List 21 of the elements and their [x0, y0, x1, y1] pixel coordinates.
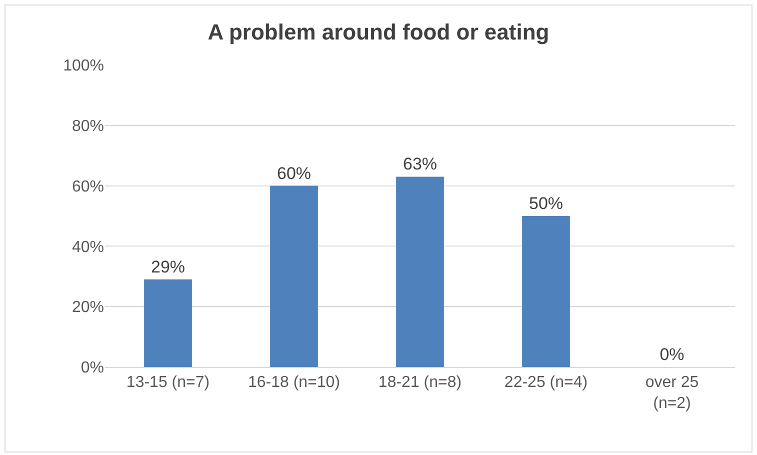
y-tick-label: 80% — [72, 118, 104, 135]
data-label: 50% — [528, 194, 564, 213]
x-tick-label: over 25 (n=2) — [645, 374, 699, 412]
x-tick-label: 16-18 (n=10) — [248, 374, 340, 392]
y-tick-label: 0% — [80, 360, 104, 377]
bar — [522, 216, 570, 367]
x-tick-label: 22-25 (n=4) — [504, 374, 588, 392]
data-label: 0% — [660, 345, 684, 364]
chart-title: A problem around food or eating — [208, 20, 550, 45]
bar — [270, 186, 318, 367]
data-label: 63% — [402, 154, 438, 174]
y-tick-label: 60% — [72, 178, 104, 196]
data-label: 29% — [150, 257, 186, 276]
y-tick-label: 100% — [63, 58, 104, 75]
y-tick-label: 40% — [72, 238, 104, 256]
x-tick-label: 13-15 (n=7) — [126, 374, 210, 392]
data-label: 60% — [276, 164, 312, 183]
bar — [396, 176, 444, 367]
y-tick-label: 20% — [72, 299, 104, 316]
x-tick-label: 18-21 (n=8) — [378, 374, 462, 392]
bar — [144, 279, 192, 367]
